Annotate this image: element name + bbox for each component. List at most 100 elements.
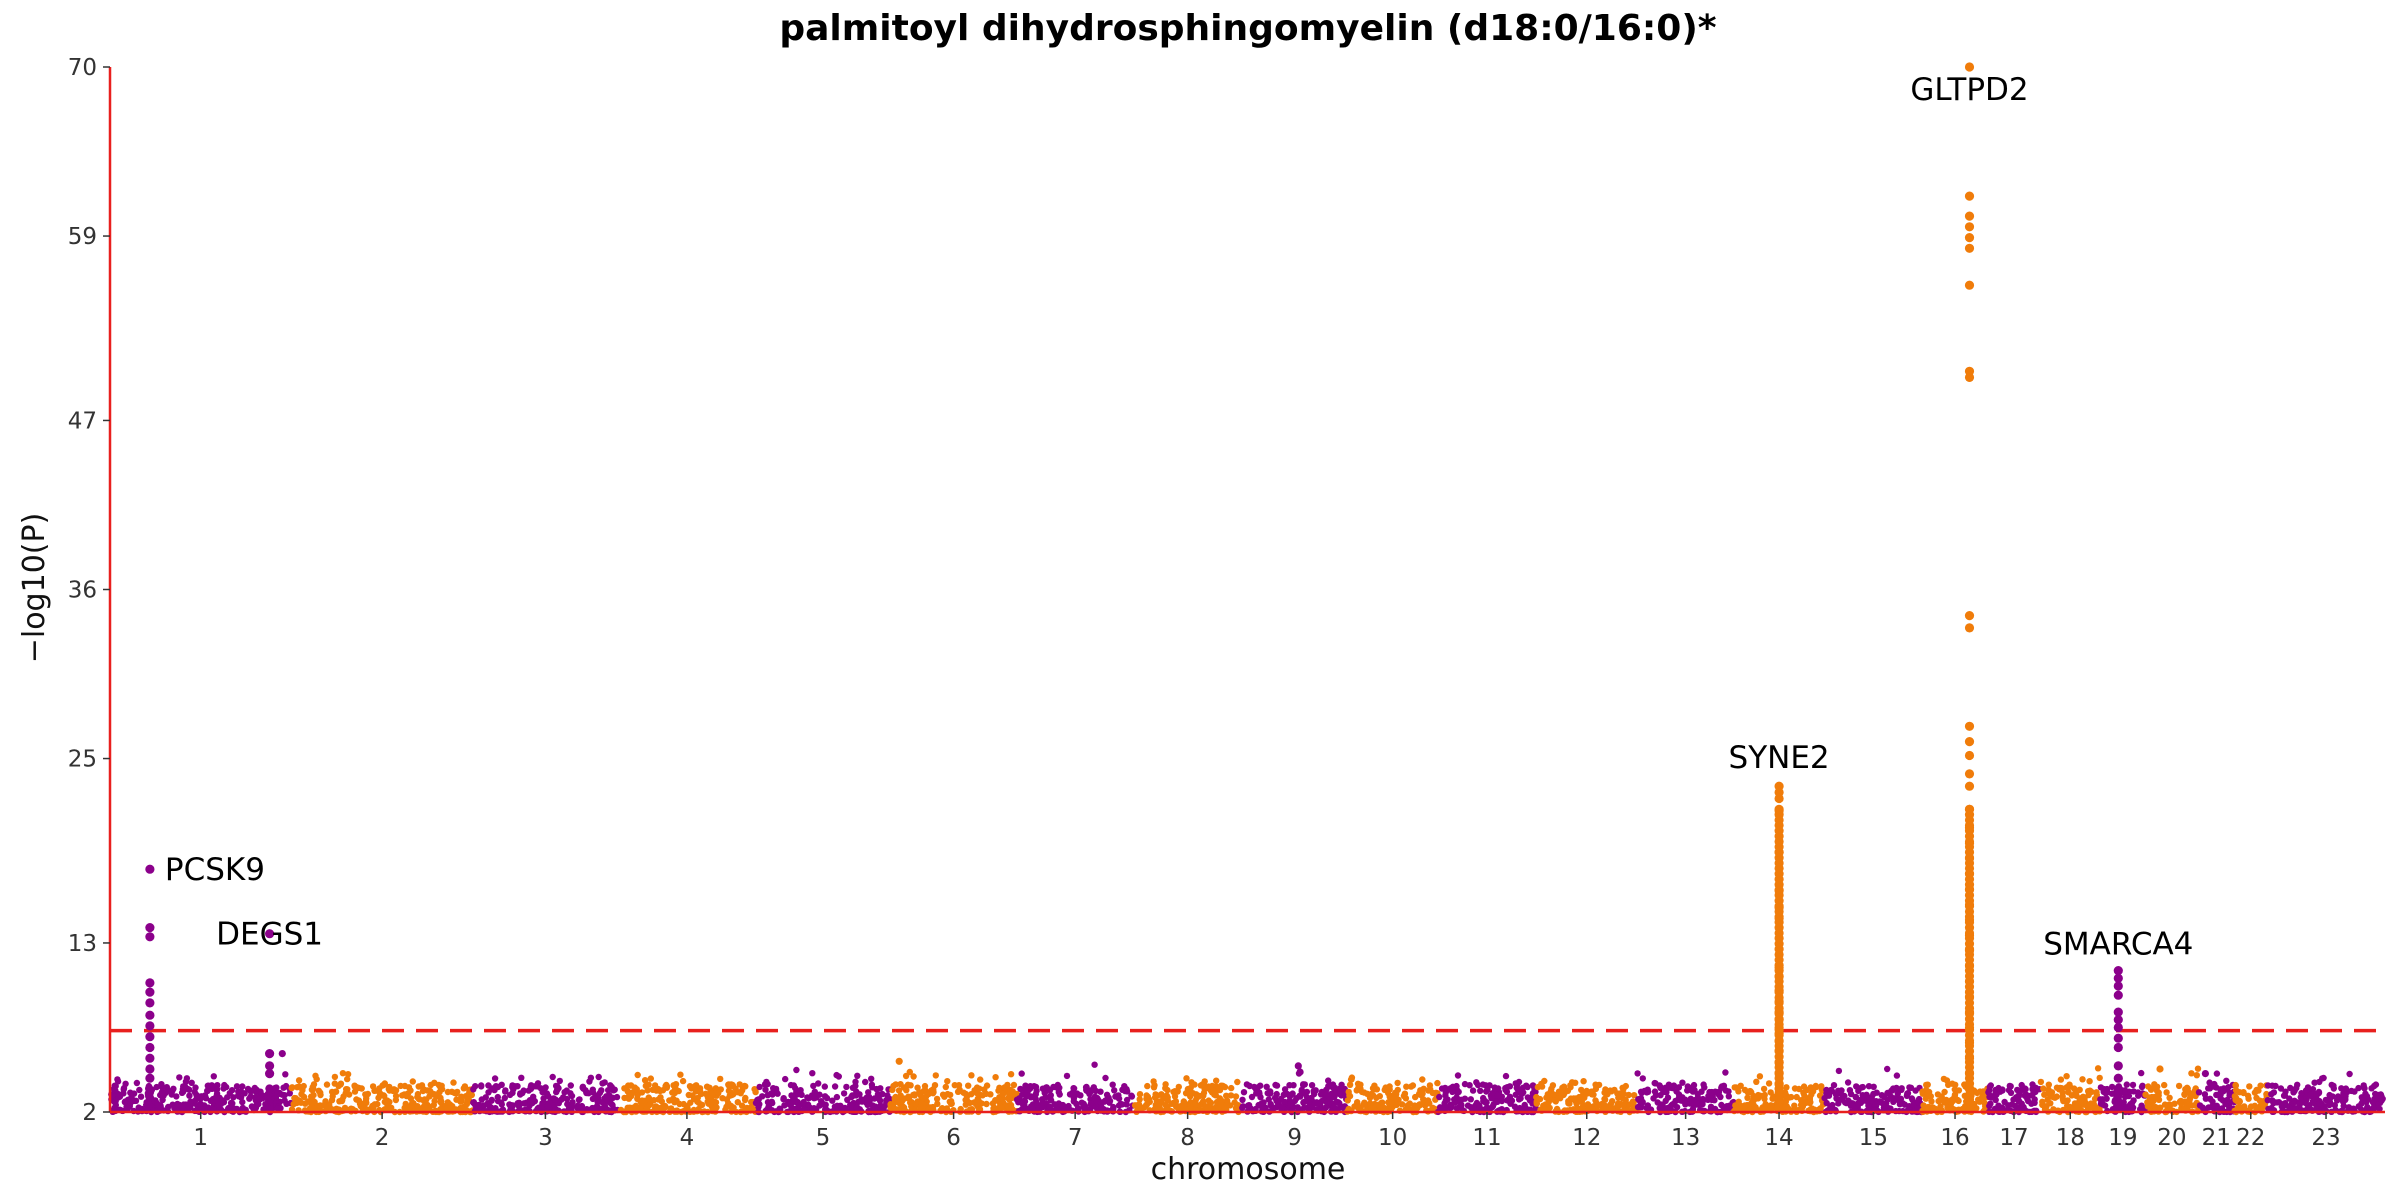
snp-point <box>1595 1081 1603 1089</box>
snp-point <box>1489 1090 1496 1097</box>
snp-point <box>193 1092 201 1099</box>
snp-point <box>498 1099 505 1106</box>
snp-point <box>1137 1104 1144 1111</box>
snp-point <box>244 1085 252 1093</box>
snp-point <box>1744 1094 1751 1102</box>
snp-point <box>764 1080 771 1088</box>
snp-point <box>114 1076 121 1083</box>
snp-point <box>1634 1070 1641 1077</box>
snp-point <box>703 1083 711 1090</box>
snp-point <box>853 1088 860 1095</box>
snp-point <box>1515 1096 1523 1103</box>
snp-point <box>1419 1076 1426 1083</box>
peak-point <box>2113 981 2123 991</box>
snp-point <box>1741 1102 1748 1110</box>
snp-point <box>2161 1081 2168 1089</box>
snp-point <box>1163 1092 1171 1099</box>
snp-point <box>253 1086 260 1094</box>
snp-point <box>1344 1097 1352 1104</box>
snp-point <box>2129 1081 2137 1089</box>
snp-point <box>976 1085 983 1092</box>
snp-point <box>1725 1093 1733 1100</box>
snp-point <box>1097 1103 1105 1110</box>
snp-point <box>491 1105 498 1113</box>
snp-point <box>392 1092 400 1100</box>
chromosome-18-points <box>2037 1065 2103 1116</box>
snp-point <box>165 1087 172 1094</box>
snp-point <box>545 1101 553 1108</box>
snp-point <box>1453 1105 1461 1112</box>
y-tick-label: 25 <box>68 747 97 773</box>
snp-point <box>186 1092 193 1099</box>
snp-point <box>2138 1083 2146 1091</box>
snp-point <box>317 1102 324 1109</box>
peak-SYNE2 <box>1774 781 1785 1114</box>
snp-point <box>454 1088 461 1096</box>
snp-point <box>691 1082 699 1090</box>
snp-point <box>2031 1086 2038 1093</box>
snp-point <box>237 1094 245 1101</box>
snp-point <box>1323 1099 1331 1106</box>
snp-point <box>1782 1092 1790 1099</box>
snp-point <box>1904 1090 1911 1097</box>
snp-point <box>1434 1079 1441 1087</box>
snp-point <box>1594 1102 1602 1110</box>
snp-point <box>380 1092 387 1099</box>
snp-point <box>528 1082 535 1089</box>
snp-point <box>1498 1097 1506 1105</box>
snp-point <box>1526 1097 1534 1104</box>
snp-point <box>1097 1088 1104 1095</box>
snp-point <box>2340 1090 2347 1097</box>
snp-point <box>638 1089 646 1096</box>
snp-point <box>343 1086 350 1093</box>
snp-point <box>1473 1099 1481 1107</box>
snp-point <box>228 1100 235 1108</box>
snp-point <box>2339 1097 2347 1104</box>
snp-point <box>1458 1096 1465 1104</box>
snp-point <box>1291 1097 1299 1105</box>
snp-point <box>921 1082 929 1090</box>
snp-point <box>1059 1101 1067 1109</box>
snp-point <box>389 1087 397 1095</box>
snp-point <box>502 1087 509 1094</box>
snp-point <box>895 1099 902 1106</box>
snp-point <box>462 1093 470 1100</box>
snp-point <box>1118 1101 1126 1108</box>
snp-point <box>545 1092 552 1100</box>
snp-point <box>508 1102 515 1109</box>
snp-point <box>1232 1093 1240 1100</box>
peak-SMARCA4 <box>2113 966 2124 1114</box>
snp-point <box>506 1091 514 1099</box>
x-tick-label: 19 <box>2108 1125 2137 1151</box>
snp-point <box>494 1083 502 1091</box>
snp-point <box>1854 1100 1862 1107</box>
snp-point <box>1080 1100 1087 1108</box>
peak-point <box>1964 211 1975 221</box>
snp-point <box>1601 1095 1608 1103</box>
chromosome-8-points <box>1131 1075 1243 1116</box>
snp-point <box>954 1088 962 1096</box>
snp-point <box>1393 1101 1400 1109</box>
snp-point <box>910 1073 917 1080</box>
snp-point <box>1267 1102 1275 1109</box>
snp-point <box>2148 1085 2155 1092</box>
chromosome-22-points <box>2231 1081 2270 1116</box>
snp-point <box>2161 1101 2169 1108</box>
snp-point <box>1832 1091 1840 1098</box>
snp-point <box>2144 1099 2151 1106</box>
snp-point <box>407 1095 415 1102</box>
x-tick-label: 22 <box>2236 1125 2265 1151</box>
snp-point <box>214 1098 221 1105</box>
snp-point <box>174 1100 181 1108</box>
peak-point <box>1774 781 1784 791</box>
peak-point <box>145 1032 155 1042</box>
snp-point <box>1102 1074 1109 1082</box>
snp-point <box>555 1085 562 1092</box>
snp-point <box>1447 1085 1454 1092</box>
snp-point <box>576 1096 583 1103</box>
snp-point <box>300 1082 307 1090</box>
chromosome-3-points <box>470 1073 621 1116</box>
snp-point <box>692 1088 700 1095</box>
elevated-snp-point <box>1296 1068 1304 1076</box>
snp-point <box>1388 1092 1396 1100</box>
